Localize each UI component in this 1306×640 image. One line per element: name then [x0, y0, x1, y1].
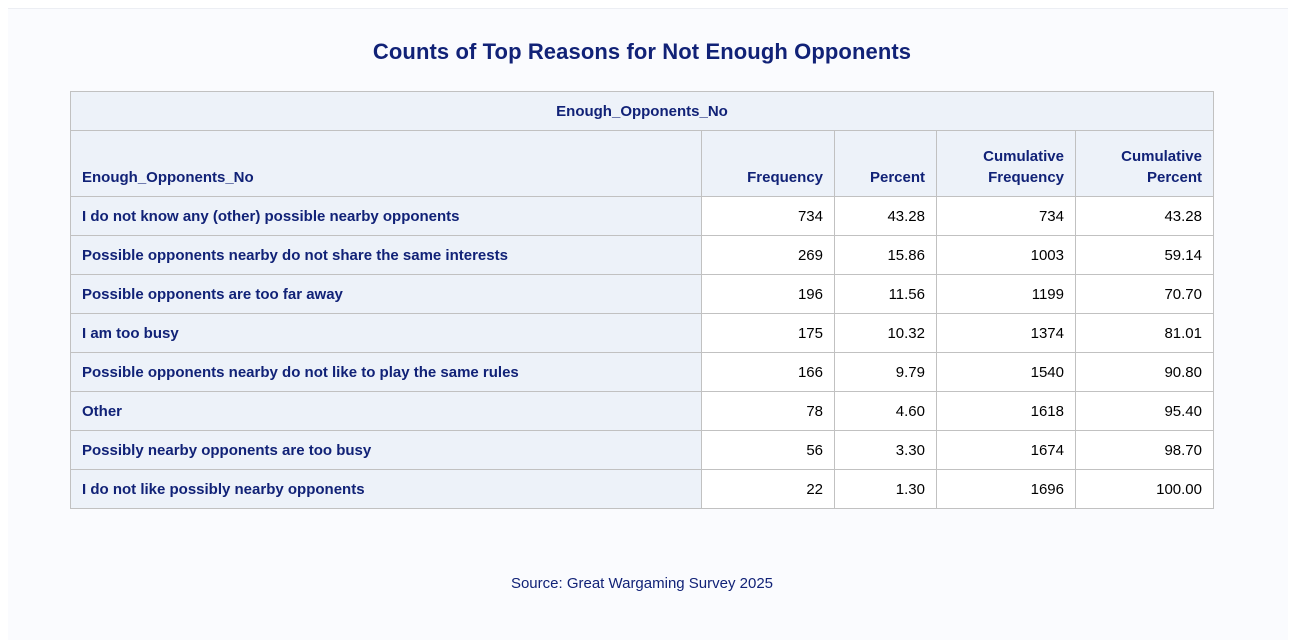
percent-cell: 11.56: [834, 274, 937, 314]
frequency-cell: 22: [701, 469, 835, 509]
cumulative-percent-cell: 59.14: [1075, 235, 1214, 275]
cumulative-frequency-cell: 1199: [936, 274, 1076, 314]
column-header-row: Enough_Opponents_No Frequency Percent Cu…: [70, 130, 1214, 197]
row-label: Possible opponents nearby do not like to…: [70, 352, 702, 392]
cumulative-frequency-cell: 734: [936, 196, 1076, 236]
cumulative-percent-cell: 81.01: [1075, 313, 1214, 353]
table-row: I do not know any (other) possible nearb…: [70, 196, 1214, 236]
spanning-header: Enough_Opponents_No: [70, 91, 1214, 131]
report-title: Counts of Top Reasons for Not Enough Opp…: [372, 39, 912, 64]
cumulative-percent-cell: 98.70: [1075, 430, 1214, 470]
frequency-table: Enough_Opponents_No Enough_Opponents_No …: [70, 91, 1214, 509]
table-row: Other 78 4.60 1618 95.40: [70, 391, 1214, 431]
frequency-cell: 175: [701, 313, 835, 353]
cumulative-frequency-cell: 1374: [936, 313, 1076, 353]
frequency-cell: 166: [701, 352, 835, 392]
column-header-cumulative-frequency: Cumulative Frequency: [936, 130, 1076, 197]
percent-cell: 43.28: [834, 196, 937, 236]
frequency-cell: 56: [701, 430, 835, 470]
cumulative-percent-cell: 70.70: [1075, 274, 1214, 314]
table-row: I do not like possibly nearby opponents …: [70, 469, 1214, 509]
table-row: Possibly nearby opponents are too busy 5…: [70, 430, 1214, 470]
row-label: I am too busy: [70, 313, 702, 353]
percent-cell: 10.32: [834, 313, 937, 353]
cumulative-percent-cell: 90.80: [1075, 352, 1214, 392]
cumulative-percent-cell: 100.00: [1075, 469, 1214, 509]
frequency-cell: 78: [701, 391, 835, 431]
percent-cell: 3.30: [834, 430, 937, 470]
percent-cell: 9.79: [834, 352, 937, 392]
frequency-cell: 734: [701, 196, 835, 236]
cumulative-frequency-cell: 1003: [936, 235, 1076, 275]
spanning-header-row: Enough_Opponents_No: [70, 91, 1214, 131]
table-row: Possible opponents are too far away 196 …: [70, 274, 1214, 314]
cumulative-percent-cell: 43.28: [1075, 196, 1214, 236]
cumulative-frequency-cell: 1696: [936, 469, 1076, 509]
frequency-cell: 196: [701, 274, 835, 314]
percent-cell: 4.60: [834, 391, 937, 431]
table-row: I am too busy 175 10.32 1374 81.01: [70, 313, 1214, 353]
column-header-frequency: Frequency: [701, 130, 835, 197]
percent-cell: 15.86: [834, 235, 937, 275]
row-label: Other: [70, 391, 702, 431]
frequency-cell: 269: [701, 235, 835, 275]
report-panel: Counts of Top Reasons for Not Enough Opp…: [8, 8, 1288, 640]
table-row: Possible opponents nearby do not like to…: [70, 352, 1214, 392]
cumulative-percent-cell: 95.40: [1075, 391, 1214, 431]
table-row: Possible opponents nearby do not share t…: [70, 235, 1214, 275]
row-label: Possibly nearby opponents are too busy: [70, 430, 702, 470]
cumulative-frequency-cell: 1540: [936, 352, 1076, 392]
column-header-cumulative-percent: Cumulative Percent: [1075, 130, 1214, 197]
column-header-label: Enough_Opponents_No: [70, 130, 702, 197]
source-footnote: Source: Great Wargaming Survey 2025: [510, 575, 774, 592]
row-label: I do not know any (other) possible nearb…: [70, 196, 702, 236]
cumulative-frequency-cell: 1618: [936, 391, 1076, 431]
column-header-percent: Percent: [834, 130, 937, 197]
row-label: Possible opponents nearby do not share t…: [70, 235, 702, 275]
row-label: I do not like possibly nearby opponents: [70, 469, 702, 509]
row-label: Possible opponents are too far away: [70, 274, 702, 314]
percent-cell: 1.30: [834, 469, 937, 509]
cumulative-frequency-cell: 1674: [936, 430, 1076, 470]
